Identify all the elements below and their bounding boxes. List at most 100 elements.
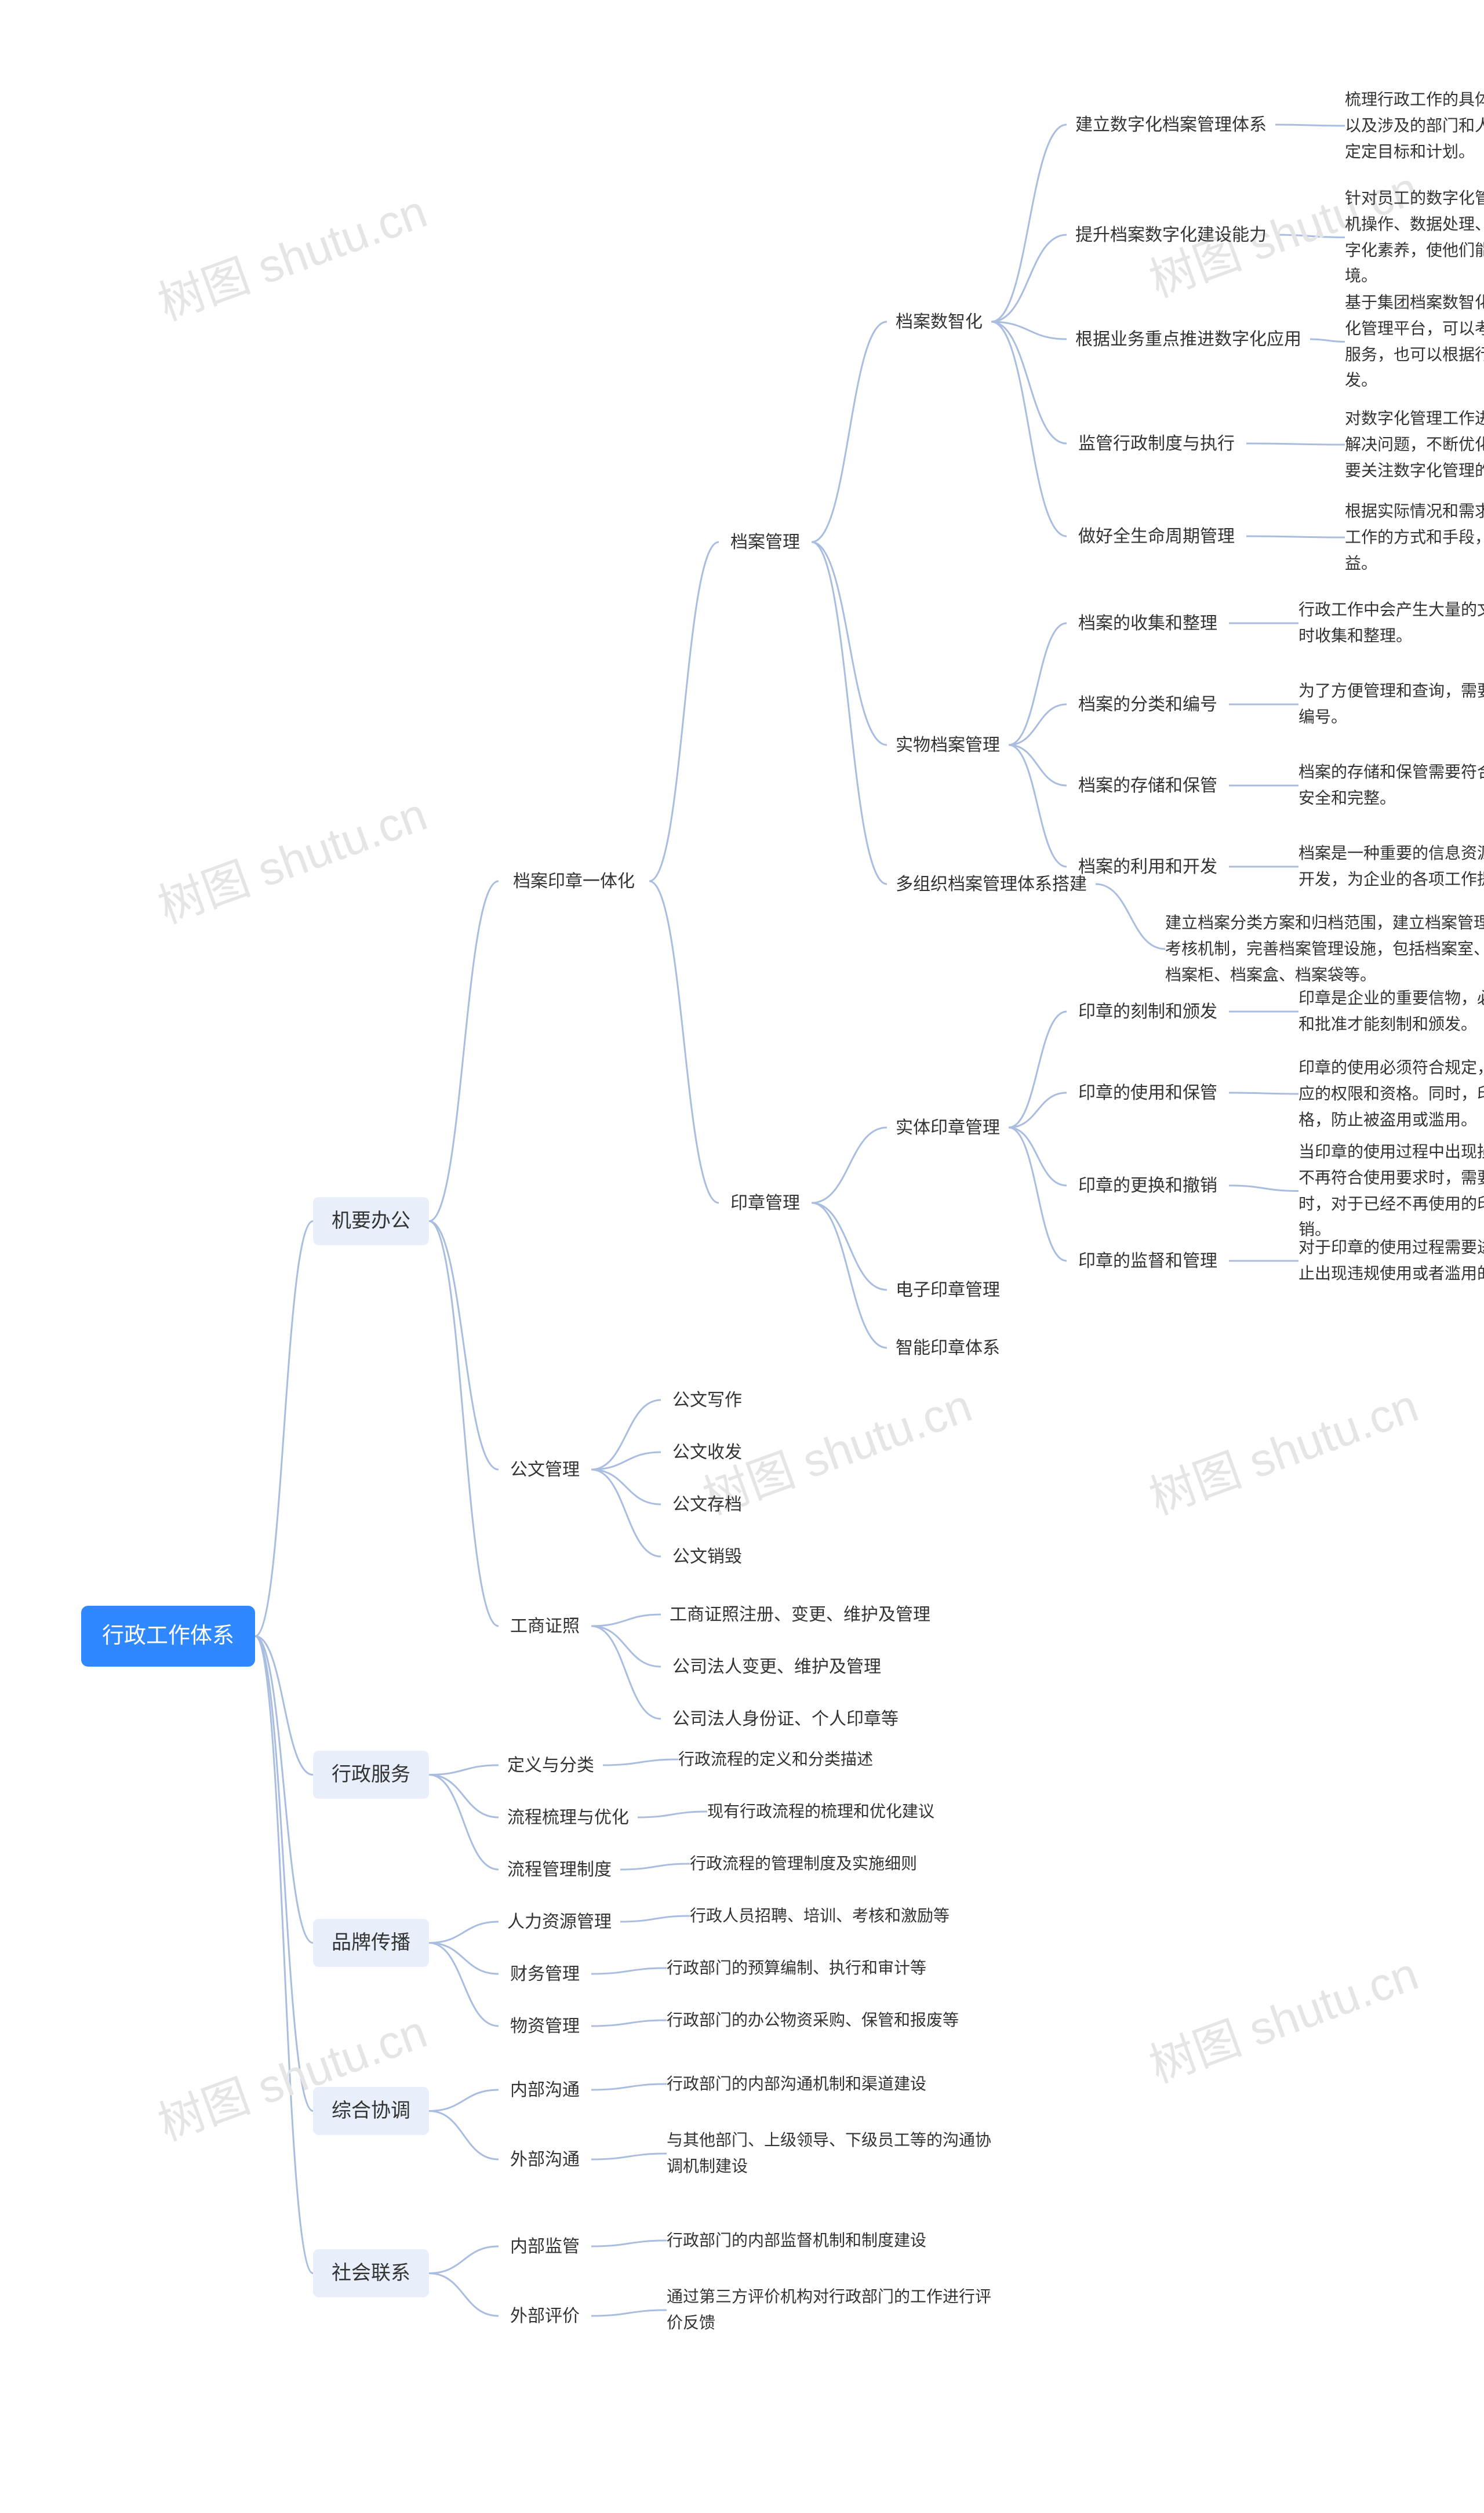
node-n2[interactable]: 行政服务 [313, 1751, 429, 1799]
edge [1246, 443, 1345, 445]
edge [1246, 536, 1345, 537]
node-root[interactable]: 行政工作体系 [81, 1606, 255, 1667]
edge [591, 2241, 667, 2246]
node-n1c[interactable]: 工商证照 [499, 1612, 591, 1641]
node-n3[interactable]: 品牌传播 [313, 1919, 429, 1967]
node-n1a1[interactable]: 档案管理 [719, 528, 812, 557]
edge [429, 1775, 499, 1870]
node-n4b[interactable]: 外部沟通 [499, 2145, 591, 2174]
node-n3a[interactable]: 人力资源管理 [499, 1907, 620, 1936]
watermark: 树图 shutu.cn [1139, 1937, 1426, 2096]
node-n1c3[interactable]: 公司法人身份证、个人印章等 [661, 1704, 910, 1733]
node-n4[interactable]: 综合协调 [313, 2087, 429, 2135]
node-n1a1b1[interactable]: 档案的收集和整理 [1067, 609, 1229, 638]
node-n1a1a[interactable]: 档案数智化 [887, 307, 991, 336]
node-n1a2c[interactable]: 智能印章体系 [887, 1333, 1009, 1362]
node-n1a2a3[interactable]: 印章的更换和撤销 [1067, 1171, 1229, 1200]
edge [1096, 884, 1165, 949]
edge [255, 1636, 313, 2274]
node-n1[interactable]: 机要办公 [313, 1197, 429, 1245]
node-n1a2[interactable]: 印章管理 [719, 1188, 812, 1217]
edge [991, 125, 1067, 322]
node-n1a2a1[interactable]: 印章的刻制和颁发 [1067, 997, 1229, 1026]
node-n2c[interactable]: 流程管理制度 [499, 1855, 620, 1884]
node-n1a1a2[interactable]: 提升档案数字化建设能力 [1067, 220, 1275, 249]
node-n2b[interactable]: 流程梳理与优化 [499, 1803, 638, 1832]
edge [1009, 1128, 1067, 1185]
node-n1b2[interactable]: 公文收发 [661, 1438, 754, 1467]
node-n1a2a[interactable]: 实体印章管理 [887, 1113, 1009, 1142]
edge [255, 1636, 313, 1943]
edge [591, 2310, 667, 2316]
edge [603, 1759, 678, 1765]
edge [991, 322, 1067, 339]
node-leaf1: 梳理行政工作的具体流程，明确各个环节和步骤以及涉及的部门和人员。建立档案数字化管… [1345, 87, 1484, 165]
edge [1229, 1185, 1298, 1191]
edge [591, 1400, 661, 1470]
node-leaf6: 行政工作中会产生大量的文件和资料，需要及时收集和整理。 [1298, 594, 1484, 652]
edge [429, 1221, 499, 1627]
node-leaf18: 行政人员招聘、培训、考核和激励等 [690, 1901, 991, 1930]
node-n1a1b[interactable]: 实物档案管理 [887, 730, 1009, 759]
node-leaf2: 针对员工的数字化管理技能进行培训，包括计算机操作、数据处理、APP应用等。提高员… [1345, 186, 1484, 289]
node-leaf5: 根据实际情况和需求变化，不断改进数字化管理工作的方式和手段，提高数字化管理的效率… [1345, 499, 1484, 576]
node-n1a1a5[interactable]: 做好全生命周期管理 [1067, 522, 1246, 551]
edge [1009, 623, 1067, 745]
node-n1c2[interactable]: 公司法人变更、维护及管理 [661, 1652, 893, 1681]
node-n1a[interactable]: 档案印章一体化 [499, 867, 649, 896]
node-n5a[interactable]: 内部监管 [499, 2232, 591, 2261]
edge [591, 1626, 661, 1719]
node-leaf7: 为了方便管理和查询，需要对档案进行分类和编号。 [1298, 675, 1484, 733]
node-n1c1[interactable]: 工商证照注册、变更、维护及管理 [661, 1600, 939, 1629]
node-n1a1c[interactable]: 多组织档案管理体系搭建 [887, 870, 1096, 899]
node-leaf12: 印章的使用必须符合规定，使用人必须具备相应的权限和资格。同时，印章的保管也必须严… [1298, 1055, 1484, 1133]
node-n1b3[interactable]: 公文存档 [661, 1490, 754, 1519]
edge [591, 2084, 667, 2090]
edge [1009, 1012, 1067, 1128]
node-leaf10: 建立档案分类方案和归档范围，建立档案管理考核机制，完善档案管理设施，包括档案室、… [1165, 910, 1484, 988]
edge [429, 1765, 499, 1775]
node-n1a2a4[interactable]: 印章的监督和管理 [1067, 1246, 1229, 1275]
node-n1a1a3[interactable]: 根据业务重点推进数字化应用 [1067, 325, 1310, 354]
edge [429, 1943, 499, 1974]
node-leaf17: 行政流程的管理制度及实施细则 [690, 1849, 962, 1878]
node-n3b[interactable]: 财务管理 [499, 1959, 591, 1988]
edge [812, 1128, 887, 1203]
edge [1310, 339, 1345, 342]
node-n4a[interactable]: 内部沟通 [499, 2075, 591, 2104]
node-n5b[interactable]: 外部评价 [499, 2301, 591, 2330]
node-leaf14: 对于印章的使用过程需要进行监管和管理，防止出现违规使用或者滥用的情况。 [1298, 1232, 1484, 1290]
node-n1b1[interactable]: 公文写作 [661, 1385, 754, 1414]
mindmap-canvas: 树图 shutu.cn树图 shutu.cn树图 shutu.cn树图 shut… [0, 0, 1484, 2513]
node-leaf9: 档案是一种重要的信息资源，可以进行利用和开发，为企业的各项工作提供参考和支持。 [1298, 838, 1484, 896]
edge [1009, 745, 1067, 785]
edge [429, 1775, 499, 1818]
edge [649, 881, 719, 1203]
node-n1a1a1[interactable]: 建立数字化档案管理体系 [1067, 110, 1275, 139]
node-n2a[interactable]: 定义与分类 [499, 1751, 603, 1780]
node-n1a1b4[interactable]: 档案的利用和开发 [1067, 852, 1229, 881]
edge [429, 2090, 499, 2111]
edge [1275, 125, 1345, 126]
node-leaf11: 印章是企业的重要信物，必须经过严格的审核和批准才能刻制和颁发。 [1298, 983, 1484, 1041]
node-n5[interactable]: 社会联系 [313, 2249, 429, 2297]
edge [991, 322, 1067, 536]
edge [638, 1812, 707, 1817]
node-n1b[interactable]: 公文管理 [499, 1455, 591, 1484]
node-n1a2a2[interactable]: 印章的使用和保管 [1067, 1078, 1229, 1107]
node-leaf21: 行政部门的内部沟通机制和渠道建设 [667, 2070, 968, 2099]
node-leaf3: 基于集团档案数智化各类产品，选择合适的数字化管理平台，可以考虑使用现有的办公系统… [1345, 290, 1484, 394]
node-n1a1b2[interactable]: 档案的分类和编号 [1067, 690, 1229, 719]
node-leaf15: 行政流程的定义和分类描述 [678, 1745, 922, 1774]
node-n1a1a4[interactable]: 监管行政制度与执行 [1067, 429, 1246, 458]
edge [429, 1221, 499, 1470]
edge [991, 235, 1067, 322]
node-n1a2b[interactable]: 电子印章管理 [887, 1275, 1009, 1304]
edge [429, 881, 499, 1221]
node-leaf20: 行政部门的办公物资采购、保管和报废等 [667, 2006, 991, 2035]
edge [591, 1626, 661, 1667]
node-n3c[interactable]: 物资管理 [499, 2012, 591, 2041]
edge [429, 2111, 499, 2160]
node-n1a1b3[interactable]: 档案的存储和保管 [1067, 771, 1229, 800]
node-n1b4[interactable]: 公文销毁 [661, 1542, 754, 1571]
